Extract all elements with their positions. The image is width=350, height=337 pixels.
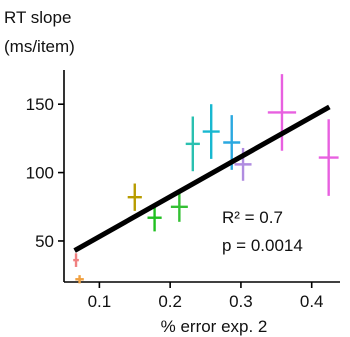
y-axis-unit-label: (ms/item) <box>4 37 75 56</box>
y-tick-label: 50 <box>35 232 54 251</box>
y-tick-label: 150 <box>26 95 54 114</box>
data-point <box>185 116 200 172</box>
x-tick-label: 0.4 <box>300 292 324 311</box>
data-point <box>147 204 162 232</box>
x-tick-label: 0.1 <box>88 292 112 311</box>
y-tick-label: 100 <box>26 164 54 183</box>
regression-line-group <box>73 104 331 253</box>
y-axis-label: RT slope <box>4 8 71 27</box>
x-tick-label: 0.2 <box>158 292 182 311</box>
data-point <box>318 119 339 196</box>
data-point <box>267 74 297 151</box>
x-tick-label: 0.3 <box>229 292 253 311</box>
data-points <box>73 74 339 284</box>
x-ticks: 0.1 0.2 0.3 0.4 <box>88 282 324 311</box>
y-ticks: 50 100 150 <box>26 95 64 251</box>
data-point <box>127 183 142 211</box>
r-squared-annotation: R² = 0.7 <box>222 208 283 227</box>
data-point <box>75 275 84 284</box>
data-point <box>170 191 188 222</box>
p-value-annotation: p = 0.0014 <box>222 236 303 255</box>
data-point <box>73 253 79 267</box>
regression-line <box>73 104 331 253</box>
data-point <box>202 104 220 159</box>
x-axis-label: % error exp. 2 <box>161 317 268 336</box>
